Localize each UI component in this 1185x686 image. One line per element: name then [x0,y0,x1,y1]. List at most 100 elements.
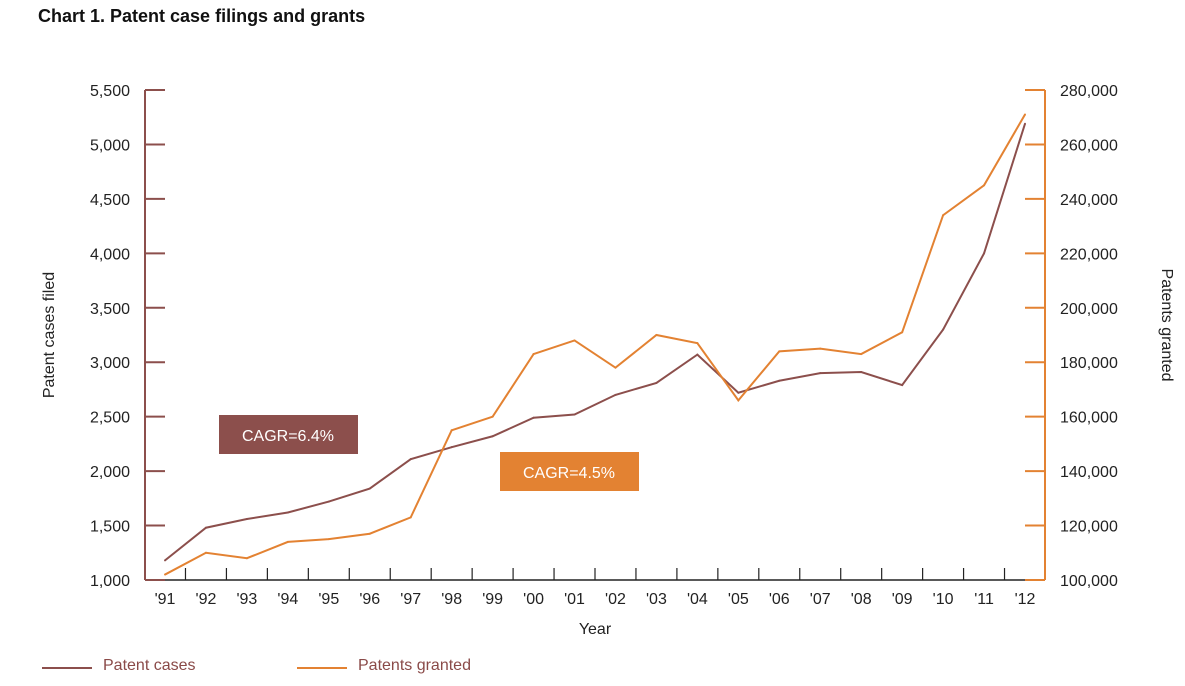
left-tick-label: 2,500 [90,410,130,427]
legend-label: Patents granted [358,657,471,674]
left-tick-label: 2,000 [90,464,130,481]
x-tick-label: '08 [851,591,872,608]
right-tick-label: 140,000 [1060,464,1118,481]
data-point [245,518,248,521]
x-tick-label: '06 [769,591,790,608]
data-point [204,526,207,529]
right-tick-label: 260,000 [1060,137,1118,154]
right-tick-label: 280,000 [1060,83,1118,100]
data-point [327,500,330,503]
x-tick-label: '09 [892,591,913,608]
data-point [942,214,945,217]
data-point [901,331,904,334]
data-point [286,540,289,543]
x-tick-label: '93 [236,591,257,608]
series-line-patents-granted [164,113,1026,576]
data-point [164,573,166,576]
x-tick-label: '91 [155,591,176,608]
data-point [204,551,207,554]
data-point [901,384,904,387]
series-line-patent-cases [164,123,1026,562]
data-point [368,487,371,490]
left-tick-label: 3,500 [90,301,130,318]
data-point [573,413,576,416]
left-axis-title: Patent cases filed [41,272,58,398]
data-point [819,347,822,350]
data-point [655,381,658,384]
left-tick-label: 1,500 [90,519,130,536]
data-point [409,516,412,519]
left-tick-label: 5,500 [90,83,130,100]
x-tick-label: '95 [318,591,339,608]
cagr-annotation-label: CAGR=4.5% [523,465,615,482]
data-point [655,334,658,336]
right-tick-label: 180,000 [1060,355,1118,372]
data-point [614,366,617,369]
x-tick-label: '96 [359,591,380,608]
cagr-annotation-box [500,452,639,491]
right-tick-label: 100,000 [1060,573,1118,590]
data-point [286,511,289,514]
legend-label: Patent cases [103,657,196,674]
data-point [860,353,863,356]
x-axis-title: Year [579,621,612,638]
data-point [778,350,781,353]
data-point [491,415,494,418]
right-tick-label: 160,000 [1060,410,1118,427]
legend-swatch-patents-granted [297,667,347,669]
right-tick-label: 220,000 [1060,246,1118,263]
x-tick-label: '10 [933,591,954,608]
data-point [614,393,617,396]
right-tick-label: 120,000 [1060,519,1118,536]
data-point [450,446,453,449]
data-point [983,184,986,187]
x-tick-label: '11 [974,591,994,608]
left-tick-label: 5,000 [90,137,130,154]
x-tick-label: '97 [400,591,421,608]
data-point [860,371,863,374]
left-tick-label: 4,500 [90,192,130,209]
x-tick-label: '98 [441,591,462,608]
x-tick-label: '01 [564,591,585,608]
data-point [983,252,986,255]
data-point [1024,122,1026,125]
right-tick-label: 200,000 [1060,301,1118,318]
data-point [696,342,699,345]
data-point [573,339,576,342]
data-point [696,353,699,356]
x-tick-label: '02 [605,591,626,608]
data-point [532,353,535,356]
legend-swatch-patent-cases [42,667,92,669]
data-point [450,429,453,432]
left-tick-label: 4,000 [90,246,130,263]
data-point [942,328,945,331]
data-point [532,416,535,419]
data-point [737,391,740,394]
left-tick-label: 3,000 [90,355,130,372]
data-point [778,379,781,382]
data-point [327,538,330,541]
x-tick-label: '00 [523,591,544,608]
data-point [1024,113,1026,116]
x-tick-label: '99 [482,591,503,608]
cagr-annotation-box [219,415,358,454]
data-point [819,372,822,375]
left-tick-label: 1,000 [90,573,130,590]
data-point [245,557,248,560]
cagr-annotation-label: CAGR=6.4% [242,428,334,445]
x-tick-label: '05 [728,591,749,608]
data-point [409,458,412,461]
chart-title: Chart 1. Patent case filings and grants [38,6,366,26]
data-point [737,399,740,402]
x-tick-label: '07 [810,591,831,608]
right-axis-title: Patents granted [1158,269,1175,382]
x-tick-label: '94 [277,591,298,608]
right-tick-label: 240,000 [1060,192,1118,209]
x-tick-label: '12 [1015,591,1036,608]
x-tick-label: '03 [646,591,667,608]
data-point [164,559,166,562]
x-tick-label: '04 [687,591,708,608]
x-tick-label: '92 [196,591,217,608]
